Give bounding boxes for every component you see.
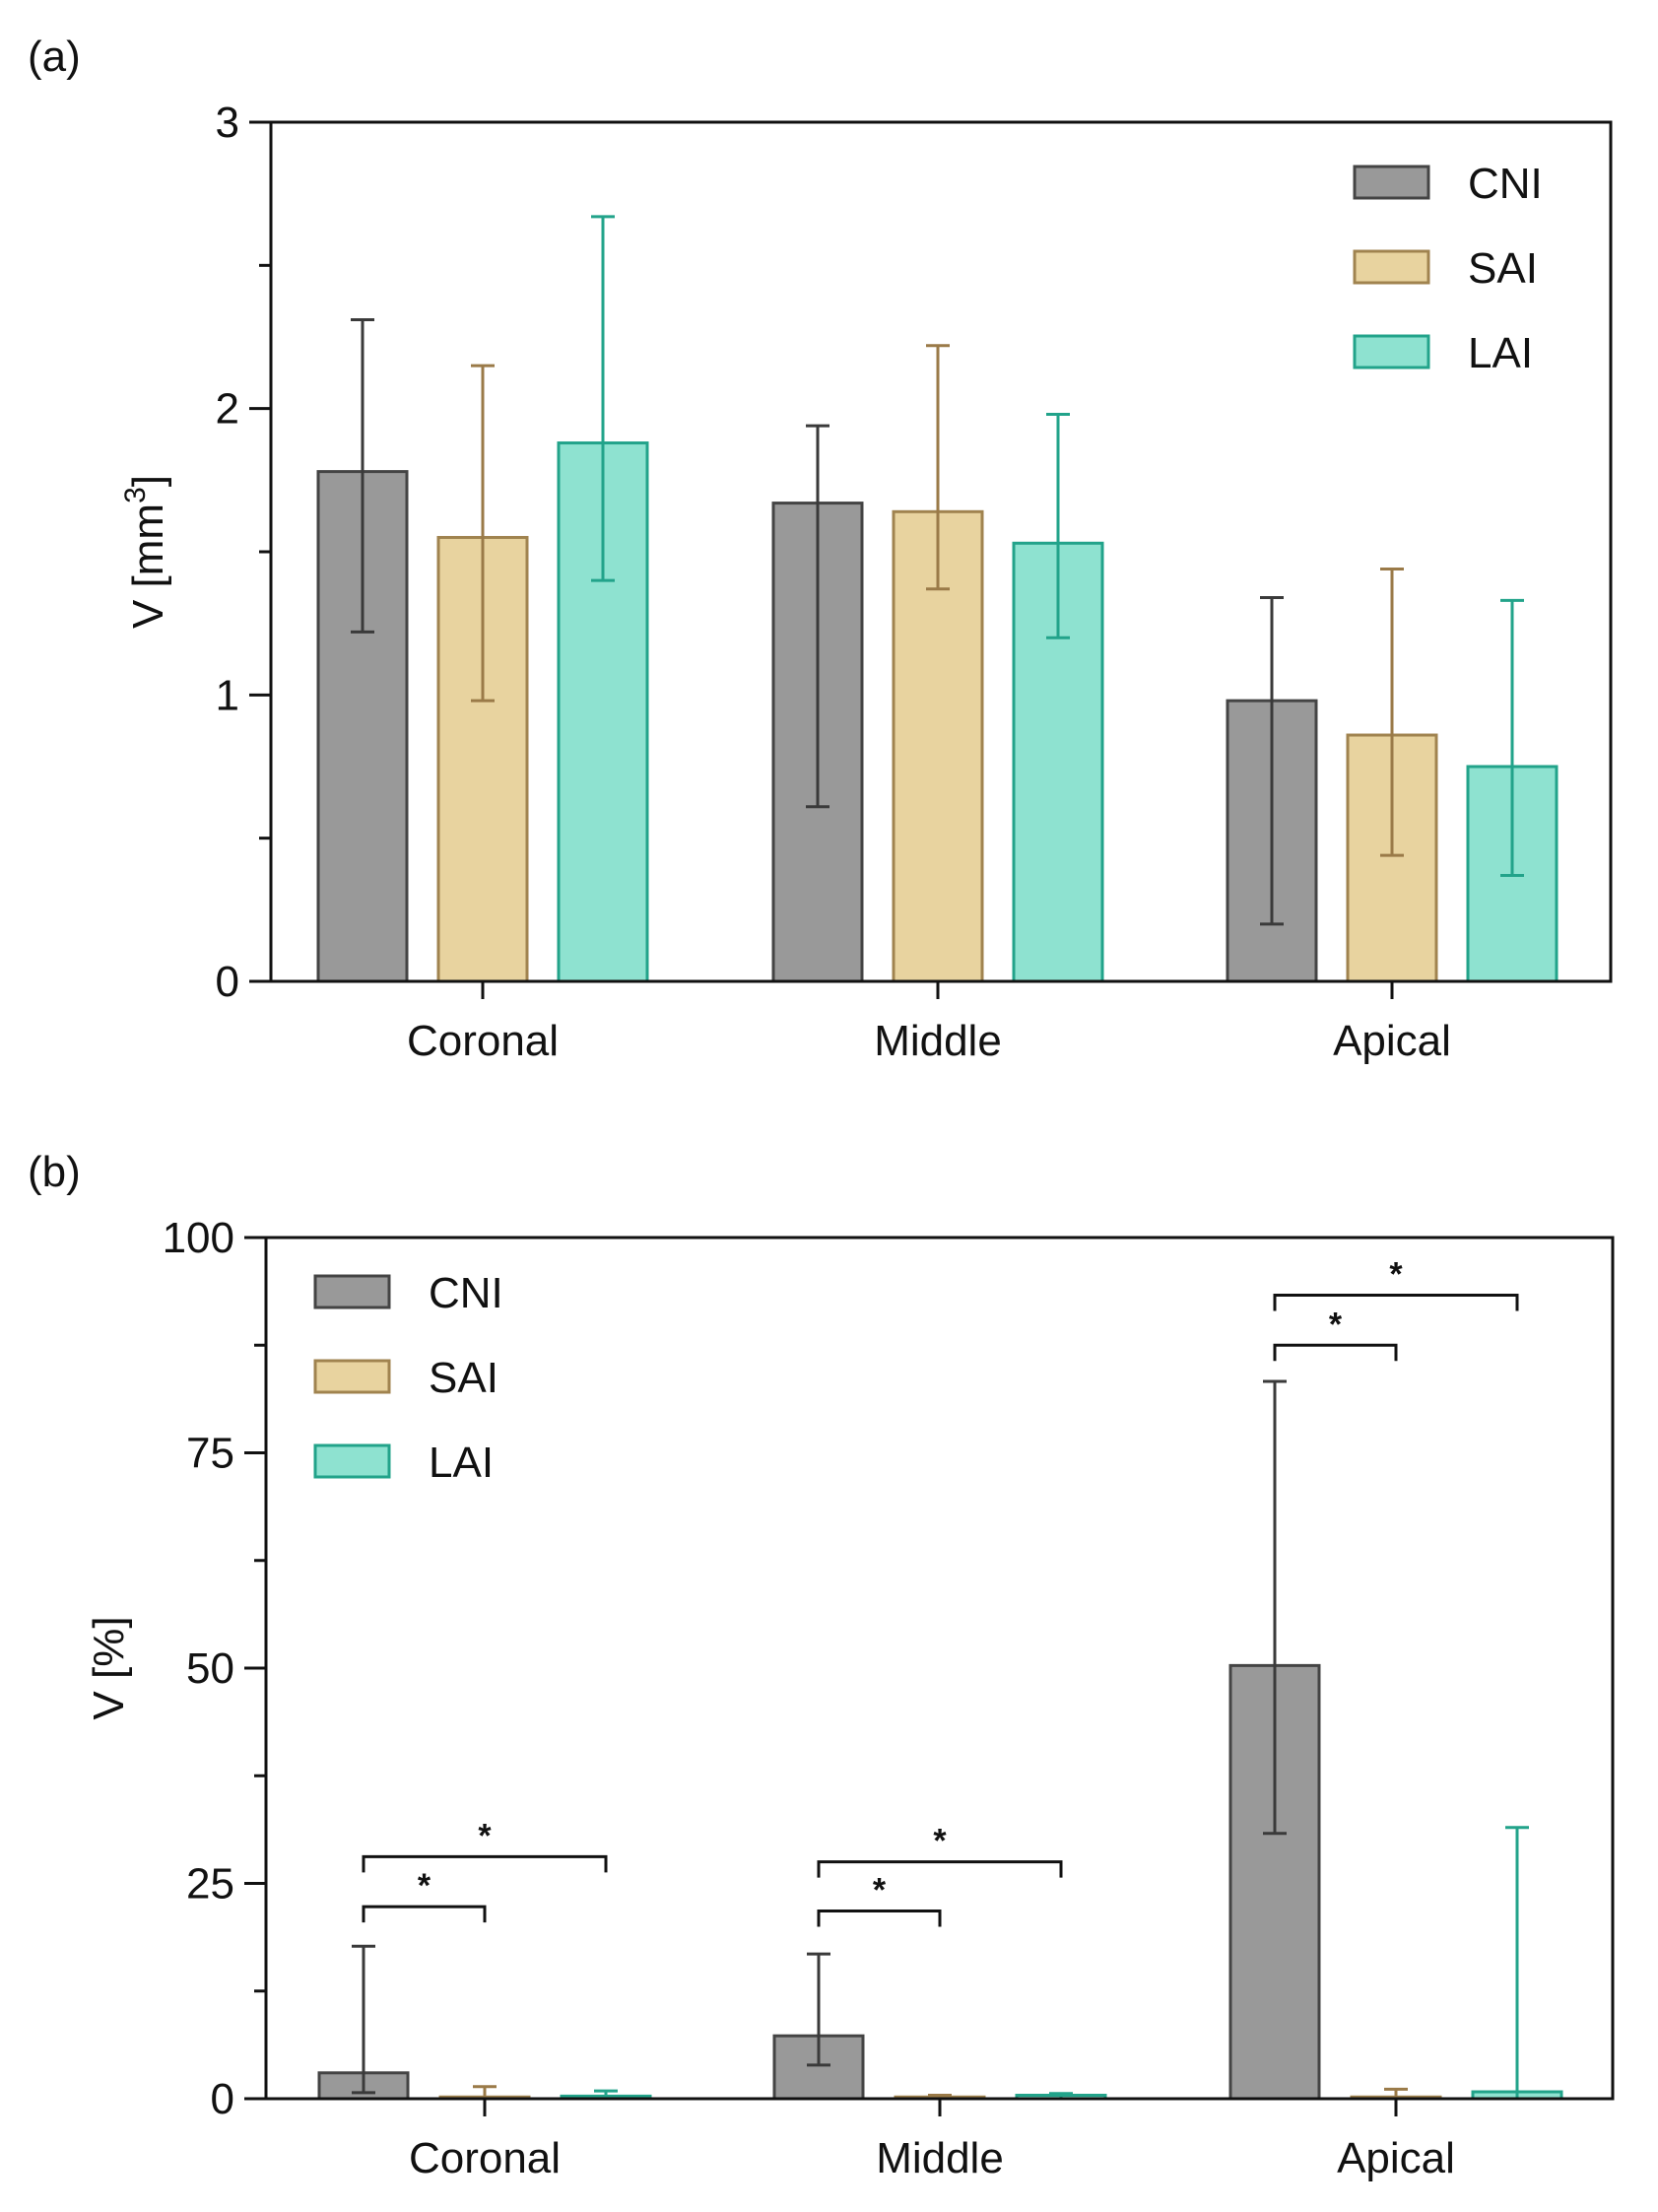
significance-bracket	[362, 1905, 487, 1923]
y-axis-title: V [%]	[85, 1616, 133, 1719]
bar-sai-coronal	[436, 535, 529, 983]
significance-bracket	[817, 1860, 1063, 1878]
significance-bracket	[1273, 1294, 1519, 1311]
error-bar-cni-middle	[806, 424, 829, 809]
bracket-line	[362, 1854, 608, 1873]
error-bar-sai-coronal	[471, 364, 495, 703]
x-tick-label-apical: Apical	[1333, 1017, 1451, 1065]
y-tick-label: 100	[163, 1214, 234, 1262]
legend-swatch-cni	[1353, 165, 1430, 200]
error-bar-cni-coronal	[351, 318, 374, 634]
x-tick-label-middle: Middle	[874, 1017, 1002, 1065]
error-bar-lai-coronal	[591, 215, 615, 582]
panel-label: (b)	[28, 1148, 81, 1196]
y-axis-title-base: V [mm	[124, 503, 172, 629]
bracket-line	[817, 1860, 1063, 1878]
y-axis-title-sup: 3	[119, 487, 152, 503]
error-bar-cni-middle	[807, 1952, 830, 2067]
significance-star: *	[1389, 1256, 1403, 1294]
significance-star: *	[418, 1867, 431, 1905]
y-tick-label: 0	[211, 2075, 234, 2123]
legend-swatch-sai	[313, 1359, 391, 1394]
y-tick-label: 2	[216, 385, 239, 434]
legend-swatch-cni	[313, 1274, 391, 1309]
x-tick-label-middle: Middle	[876, 2134, 1004, 2182]
error-bar-sai-middle	[926, 344, 950, 591]
error-bar-lai-middle	[1046, 412, 1070, 639]
y-tick-label: 25	[186, 1860, 234, 1909]
legend-label-lai: LAI	[1468, 329, 1533, 377]
significance-star: *	[873, 1871, 887, 1909]
legend-label-cni: CNI	[1468, 160, 1543, 208]
y-axis-title: V [mm3]	[119, 475, 172, 629]
significance-bracket	[1273, 1343, 1398, 1362]
bracket-line	[362, 1905, 487, 1923]
significance-star: *	[478, 1817, 492, 1854]
legend-swatch-lai	[313, 1443, 391, 1479]
x-tick-label-coronal: Coronal	[407, 1017, 559, 1065]
legend-label-lai: LAI	[429, 1439, 494, 1487]
error-bar-lai-apical	[1505, 1826, 1529, 2101]
chart-panel-b: (b) 0 25 50 75 100 Coronal Middle Apical V [%] CNI…	[28, 1148, 1615, 2182]
error-bar-cni-apical	[1263, 1379, 1287, 1836]
legend-swatch-sai	[1353, 249, 1430, 285]
error-bar-lai-apical	[1500, 598, 1524, 877]
y-tick-label: 1	[216, 671, 239, 719]
significance-bracket	[817, 1909, 942, 1927]
legend-label-cni: CNI	[429, 1269, 503, 1317]
panel-label: (a)	[28, 33, 81, 81]
x-tick-label-coronal: Coronal	[409, 2134, 561, 2182]
error-bar-cni-coronal	[352, 1944, 375, 2095]
bracket-line	[1273, 1343, 1398, 1362]
significance-star: *	[933, 1823, 947, 1860]
y-tick-label: 75	[186, 1430, 234, 1478]
error-bar-sai-apical	[1380, 567, 1404, 857]
bracket-line	[817, 1909, 942, 1927]
legend-label-sai: SAI	[429, 1354, 498, 1402]
y-tick-label: 0	[216, 958, 239, 1006]
significance-bracket	[362, 1854, 608, 1873]
bracket-line	[1273, 1294, 1519, 1311]
y-axis-title-end: ]	[124, 475, 172, 487]
x-tick-label-apical: Apical	[1337, 2134, 1455, 2182]
y-tick-label: 50	[186, 1644, 234, 1693]
y-tick-label: 3	[216, 99, 239, 147]
legend-swatch-lai	[1353, 334, 1430, 369]
error-bar-cni-apical	[1260, 596, 1284, 926]
significance-star: *	[1329, 1306, 1343, 1343]
legend-label-sai: SAI	[1468, 244, 1538, 293]
